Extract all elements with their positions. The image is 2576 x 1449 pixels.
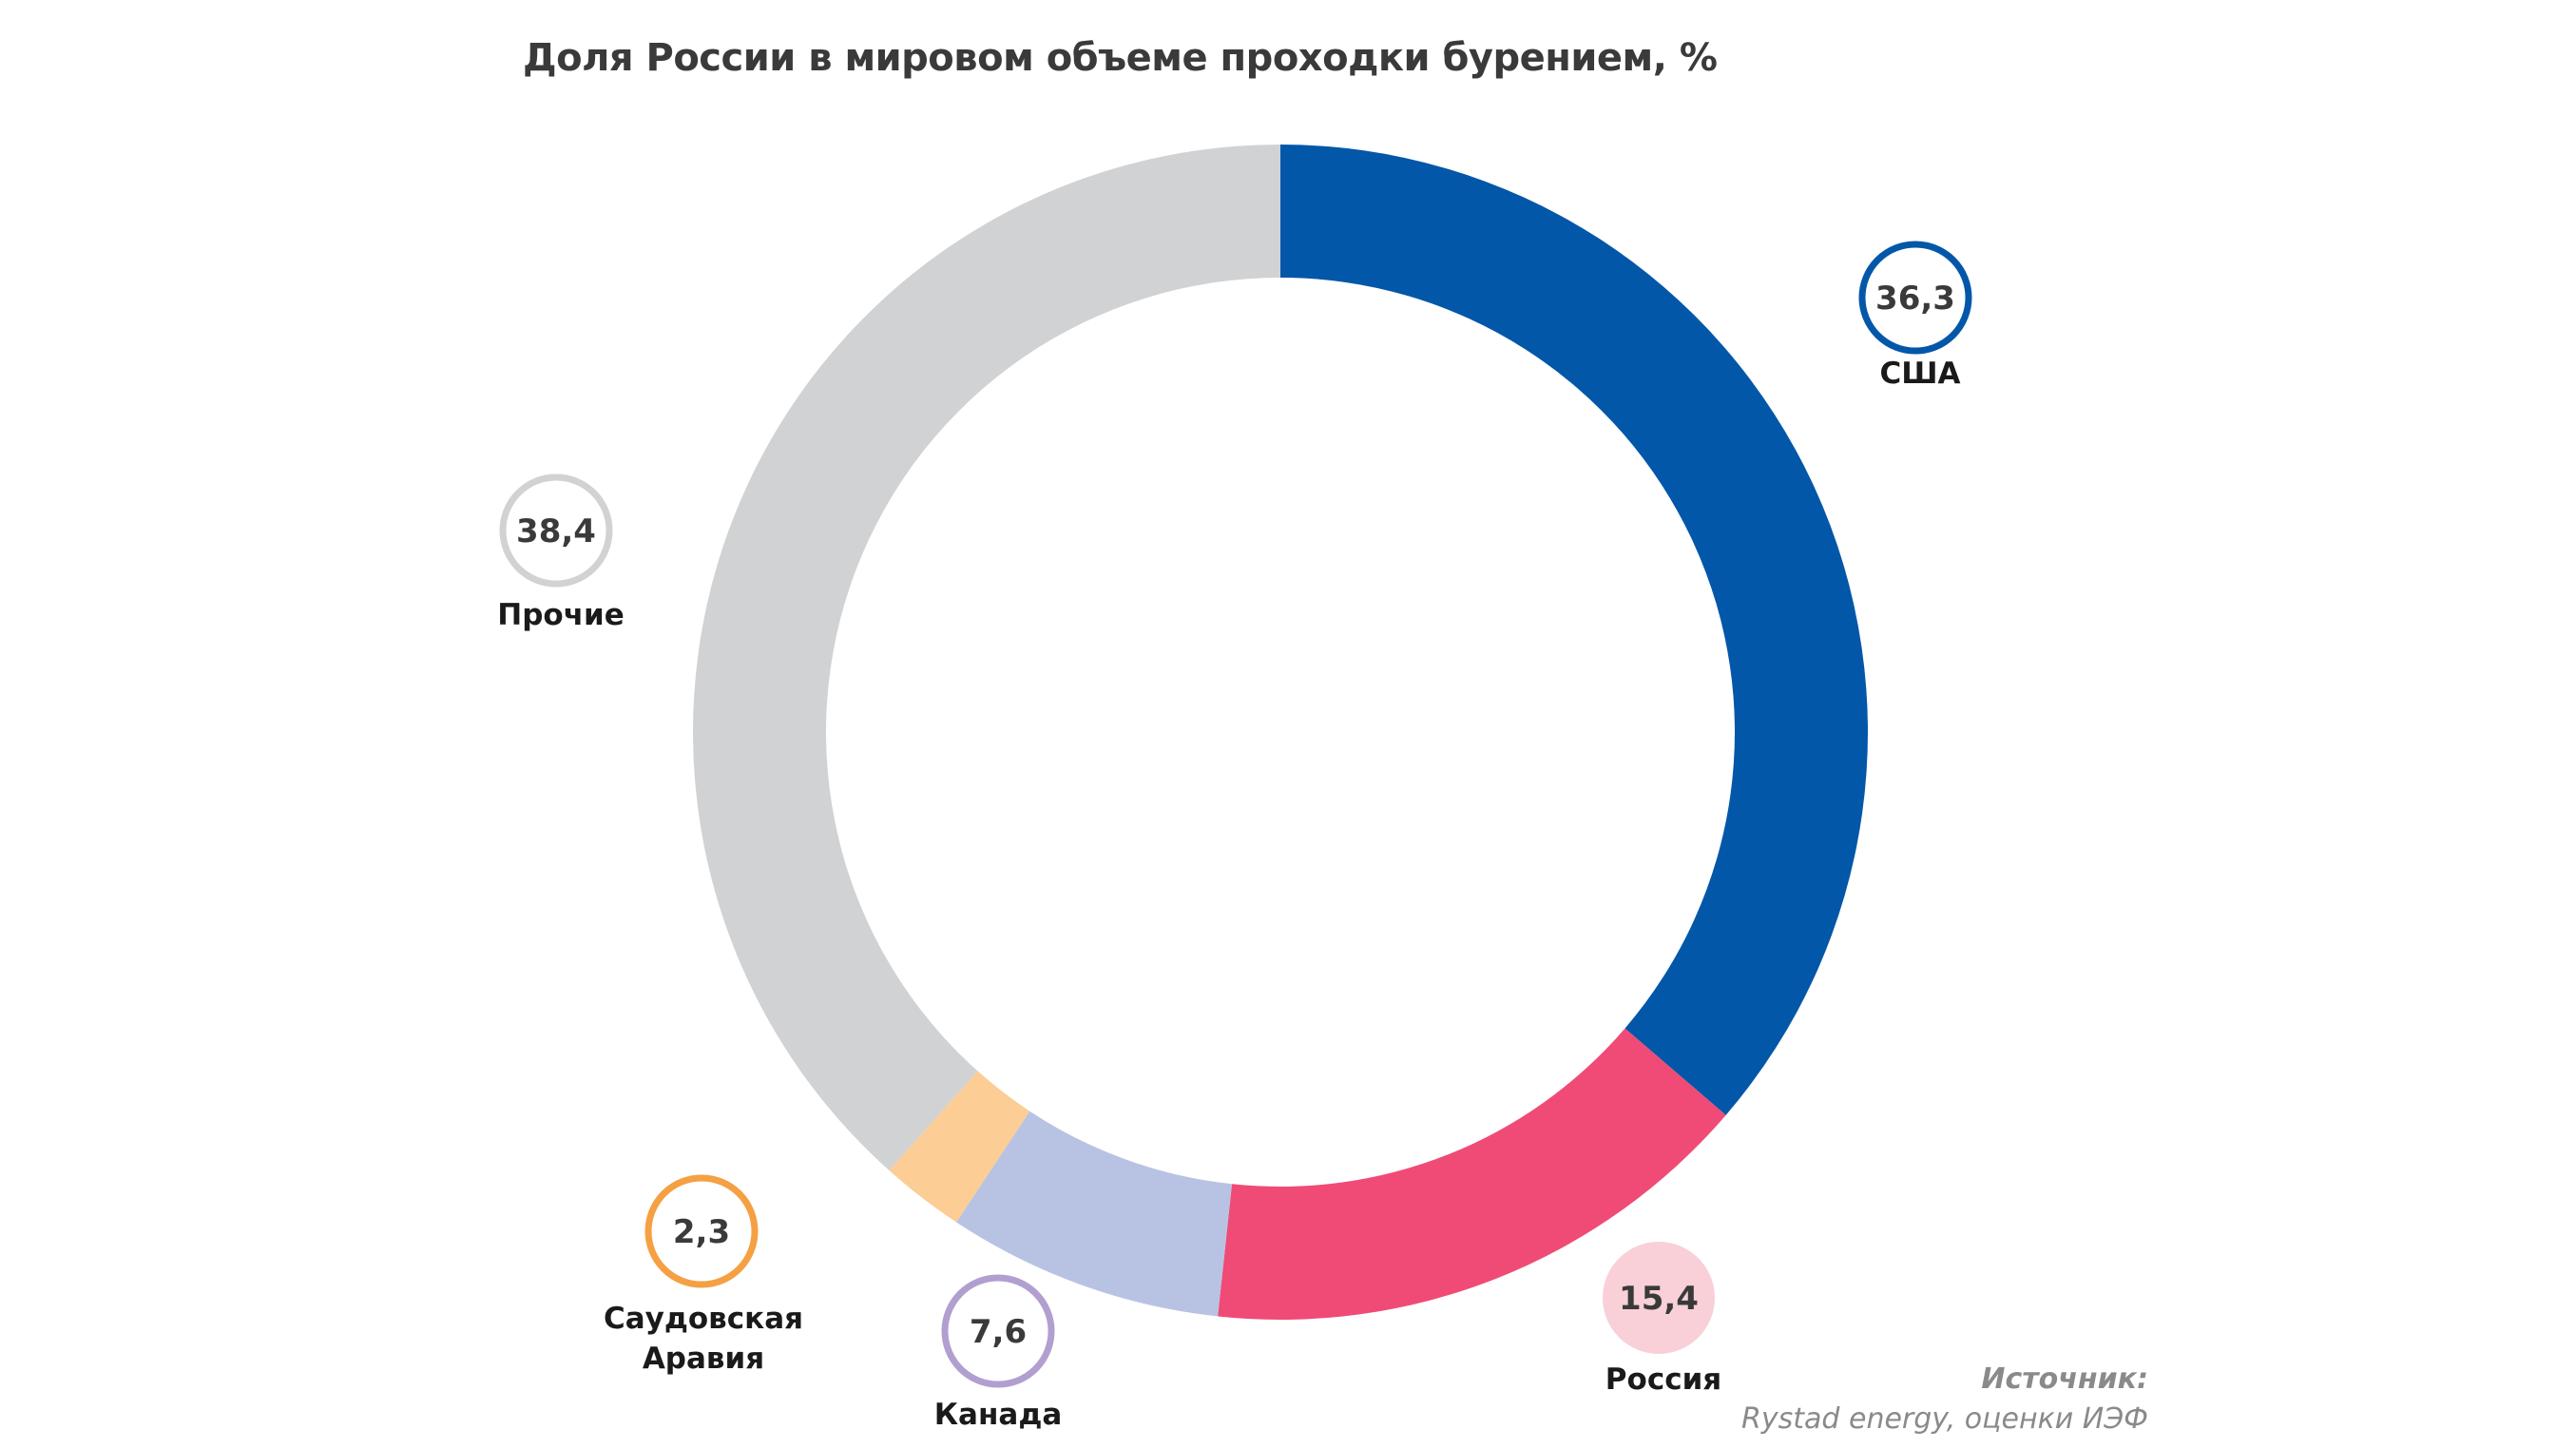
slice-label-saudi-line1: Саудовская xyxy=(603,1302,804,1336)
badge-value-russia: 15,4 xyxy=(1619,1280,1699,1318)
slice-canada xyxy=(956,1111,1233,1317)
value-badge-usa: 36,3 xyxy=(1858,241,1972,355)
source-text: Rystad energy, оценки ИЭФ xyxy=(1741,1402,2148,1436)
value-badge-saudi-arabia: 2,3 xyxy=(644,1174,759,1288)
badge-value-usa: 36,3 xyxy=(1875,280,1955,318)
badge-circle-saudi-arabia xyxy=(644,1174,759,1288)
slice-russia xyxy=(1218,1028,1726,1320)
slice-label-russia: Россия xyxy=(1605,1362,1722,1397)
value-badge-russia: 15,4 xyxy=(1603,1242,1715,1354)
source-label: Источник: xyxy=(1981,1362,2148,1396)
value-badge-canada: 7,6 xyxy=(941,1274,1055,1388)
value-badges: 36,3 15,4 7,6 2,3 38,4 xyxy=(499,241,1972,1388)
slice-saudi-arabia xyxy=(889,1071,1030,1223)
badge-circle-russia xyxy=(1603,1242,1715,1354)
chart-title: Доля России в мировом объеме проходки бу… xyxy=(523,36,1718,80)
badge-circle-canada xyxy=(941,1274,1055,1388)
badge-circle-usa xyxy=(1858,241,1972,355)
source-note: Источник: Rystad energy, оценки ИЭФ xyxy=(1741,1360,2148,1439)
slice-usa xyxy=(1280,145,1868,1115)
slice-others xyxy=(693,145,1280,1170)
slice-label-saudi-line2: Аравия xyxy=(642,1342,765,1376)
badge-circle-others xyxy=(499,473,613,588)
slice-label-saudi-arabia: Саудовская Аравия xyxy=(589,1299,817,1379)
badge-value-saudi-arabia: 2,3 xyxy=(673,1213,730,1251)
slice-label-others: Прочие xyxy=(497,598,625,632)
donut-slices xyxy=(693,145,1868,1320)
slice-label-usa: США xyxy=(1879,357,1961,391)
badge-value-canada: 7,6 xyxy=(970,1313,1027,1351)
value-badge-others: 38,4 xyxy=(499,473,613,588)
slice-label-canada: Канада xyxy=(933,1398,1063,1432)
badge-value-others: 38,4 xyxy=(516,512,596,551)
